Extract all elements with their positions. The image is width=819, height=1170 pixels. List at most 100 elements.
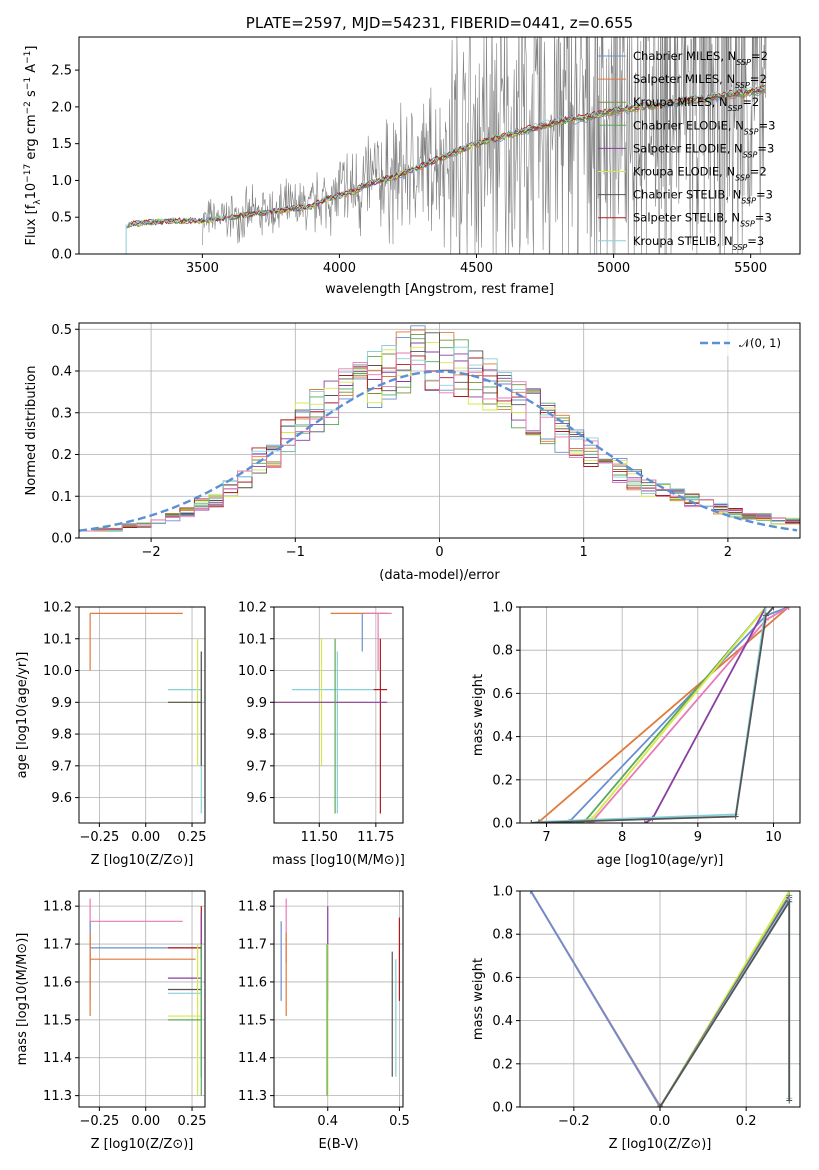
legend-eq: = bbox=[750, 165, 760, 179]
legend-nssp: 3 bbox=[768, 118, 775, 132]
legend-n: N bbox=[726, 165, 735, 179]
legend-name: Kroupa MILES bbox=[633, 95, 712, 109]
spectrum-ylabel-part: −2 bbox=[23, 101, 33, 114]
weight-marker bbox=[786, 1097, 793, 1104]
legend-n: N bbox=[726, 72, 735, 86]
weight-marker bbox=[732, 813, 739, 820]
age-vs-mass-frame bbox=[273, 606, 404, 824]
weight-marker bbox=[785, 607, 792, 610]
age-vs-Z-panel: −0.25 0.00 0.25 9.6 9.7 9.8 9.9 10.0 10.1 10.2 Z [… bbox=[15, 601, 207, 869]
legend-sep: , bbox=[717, 234, 724, 248]
spectrum-ytick-label: 2.0 bbox=[51, 100, 72, 115]
mass-weight-vs-Z-ytick-label: 0.0 bbox=[492, 1101, 513, 1116]
mass-weight-vs-age-xtick-label: 9 bbox=[694, 830, 702, 845]
legend-ssp: SSP bbox=[736, 58, 751, 67]
mass-weight-vs-age-xlabel: age [log10(age/yr)] bbox=[597, 853, 724, 868]
residuals-xtick-label: 2 bbox=[724, 545, 732, 560]
legend-eq: = bbox=[751, 49, 761, 63]
legend-name: Chabrier MILES bbox=[633, 49, 720, 63]
mass-vs-Z-xtick-label: 0.25 bbox=[178, 1114, 207, 1129]
legend-entry: Salpeter MILES, NSSP=2 bbox=[633, 72, 767, 90]
age-vs-Z-ytick-label: 10.0 bbox=[43, 664, 72, 679]
age-vs-mass-plot-area bbox=[274, 612, 392, 814]
legend-eq: = bbox=[756, 188, 766, 202]
weight-line bbox=[531, 607, 775, 823]
data-point bbox=[167, 944, 202, 1096]
mass-weight-vs-age-frame bbox=[519, 606, 801, 824]
age-vs-Z-xtick-label: 0.25 bbox=[178, 830, 207, 845]
legend-name: Chabrier ELODIE bbox=[633, 118, 728, 132]
legend-nssp: 2 bbox=[759, 72, 766, 86]
residuals-xtick-label: 0 bbox=[435, 545, 443, 560]
residuals-xtick-label: 1 bbox=[580, 545, 588, 560]
legend-ssp: SSP bbox=[743, 150, 758, 159]
weight-marker bbox=[527, 891, 534, 894]
age-vs-Z-ytick-label: 9.6 bbox=[51, 791, 72, 806]
weight-marker bbox=[770, 607, 777, 610]
legend-entry: Kroupa MILES, NSSP=2 bbox=[633, 95, 759, 113]
mass-weight-vs-Z-plot-area bbox=[527, 891, 793, 1107]
mass-vs-Z-frame bbox=[78, 890, 206, 1108]
legend-nssp: 3 bbox=[764, 211, 771, 225]
legend-eq: = bbox=[747, 234, 757, 248]
mass-vs-ebv-panel: 0.4 0.5 11.3 11.4 11.5 11.6 11.7 11.8 E(B-V) bbox=[238, 890, 410, 1152]
weight-marker bbox=[657, 1104, 663, 1107]
age-vs-mass-xlabel: mass [log10(M/M⊙)] bbox=[272, 853, 405, 868]
mass-vs-ebv-ytick-label: 11.7 bbox=[238, 938, 267, 953]
mass-weight-vs-age-xtick-label: 7 bbox=[542, 830, 550, 845]
legend-n: N bbox=[728, 49, 737, 63]
mass-vs-Z-ylabel: mass [log10(M/M⊙)] bbox=[15, 933, 30, 1066]
age-vs-Z-ytick-label: 9.7 bbox=[51, 759, 72, 774]
spectrum-xtick-label: 3500 bbox=[186, 261, 219, 276]
mass-vs-ebv-frame bbox=[273, 890, 404, 1108]
age-vs-Z-ytick-label: 10.2 bbox=[43, 601, 72, 616]
legend-n: N bbox=[724, 234, 733, 248]
data-point bbox=[89, 612, 183, 671]
mass-vs-Z-ytick-label: 11.5 bbox=[43, 1013, 72, 1028]
mass-weight-vs-Z-ytick-label: 0.8 bbox=[492, 928, 513, 943]
legend-nssp: 2 bbox=[761, 49, 768, 63]
mass-weight-vs-Z-ytick-label: 1.0 bbox=[492, 885, 513, 900]
mass-weight-vs-Z-xlabel: Z [log10(Z/Z⊙)] bbox=[609, 1137, 712, 1152]
data-point bbox=[167, 959, 202, 1077]
mass-weight-vs-age-ylabel: mass weight bbox=[471, 674, 486, 756]
data-point bbox=[364, 612, 392, 671]
legend-eq: = bbox=[757, 141, 767, 155]
legend-sep: , bbox=[712, 95, 719, 109]
legend-sep: , bbox=[727, 141, 734, 155]
mass-vs-ebv-xtick-label: 0.4 bbox=[317, 1114, 338, 1129]
spectrum-ytick-label: 0.5 bbox=[51, 211, 72, 226]
spectrum-plot-area bbox=[125, 37, 767, 254]
mass-weight-vs-Z-panel: −0.2 0.0 0.2 0.0 0.2 0.4 0.6 0.8 1.0 Z [log10(Z/Z… bbox=[471, 885, 801, 1152]
mass-weight-vs-Z-xtick-label: 0.2 bbox=[736, 1114, 757, 1129]
spectrum-ylabel-part: Flux [f bbox=[24, 204, 39, 245]
mass-weight-vs-age-panel: 7 8 9 10 0.0 0.2 0.4 0.6 0.8 1.0 age [log10(age/yr… bbox=[471, 601, 801, 868]
age-vs-mass-ytick-label: 10.1 bbox=[238, 632, 267, 647]
mass-weight-vs-Z-ytick-label: 0.6 bbox=[492, 971, 513, 986]
spectrum-ylabel-part: 10 bbox=[24, 183, 39, 200]
mass-vs-ebv-ytick-label: 11.6 bbox=[238, 975, 267, 990]
weight-line bbox=[531, 607, 767, 823]
legend-ssp: SSP bbox=[728, 104, 743, 113]
legend-sep: , bbox=[725, 188, 732, 202]
age-vs-mass-ytick-label: 9.8 bbox=[246, 728, 267, 743]
residuals-xtick-label: −1 bbox=[286, 545, 305, 560]
mass-vs-Z-plot-area bbox=[89, 898, 202, 1096]
data-point bbox=[292, 651, 374, 814]
spectrum-ytick-label: 2.5 bbox=[51, 64, 72, 79]
spectrum-ylabel-part: −17 bbox=[23, 164, 33, 183]
spectrum-ytick-label: 0.0 bbox=[51, 248, 72, 263]
legend-ssp: SSP bbox=[741, 196, 756, 205]
mass-weight-vs-Z-ytick-label: 0.4 bbox=[492, 1014, 513, 1029]
spectrum-ylabel-part: s bbox=[24, 90, 39, 101]
age-vs-mass-ytick-label: 10.0 bbox=[238, 664, 267, 679]
weight-line bbox=[659, 898, 791, 1107]
age-vs-Z-ytick-label: 9.9 bbox=[51, 696, 72, 711]
data-point bbox=[167, 651, 202, 766]
legend-eq: = bbox=[750, 72, 760, 86]
legend-name: Salpeter STELIB bbox=[633, 211, 724, 225]
spectrum-ylabel-part: λ bbox=[33, 199, 43, 205]
legend-name: Salpeter MILES bbox=[633, 72, 719, 86]
gaussian-curve bbox=[79, 370, 798, 532]
